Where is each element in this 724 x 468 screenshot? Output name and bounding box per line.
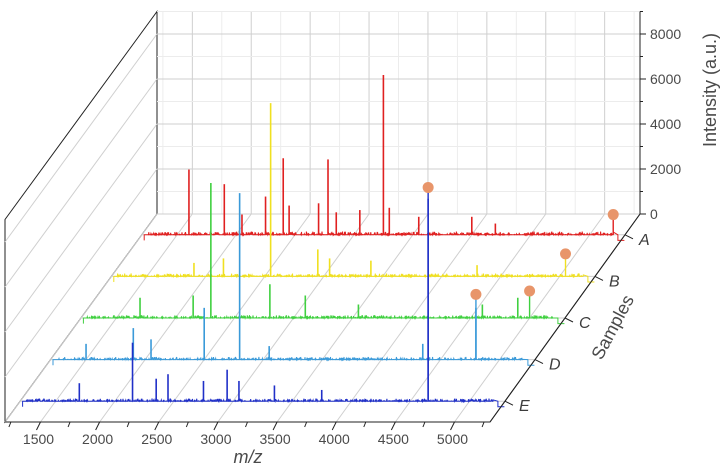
x-tick-minor: [8, 421, 12, 428]
marker-point-E: [422, 181, 434, 193]
z-tick: [564, 317, 574, 323]
x-tick-minor: [126, 421, 130, 428]
sample-label-C: C: [579, 315, 591, 332]
x-tick-major: [331, 421, 337, 431]
x-tick-minor: [245, 421, 248, 428]
y-tick-label: 4000: [650, 116, 681, 132]
left-grid-y: [4, 33, 158, 243]
x-tick-label: 3500: [259, 431, 290, 447]
x-tick-label: 3000: [200, 431, 231, 447]
sample-label-E: E: [519, 398, 530, 415]
y-axis-title: Intensity (a.u.): [700, 33, 720, 147]
x-tick-minor: [67, 421, 71, 428]
x-tick-minor: [304, 421, 308, 428]
left-grid-y: [4, 78, 158, 288]
z-tick: [624, 234, 634, 240]
marker-point-B: [560, 248, 572, 260]
chart-panels: [4, 9, 641, 424]
marker-point-A: [607, 209, 619, 221]
sample-label-A: A: [638, 232, 650, 249]
chart-axes: [5, 11, 646, 431]
x-tick-major: [272, 421, 278, 431]
z-tick: [594, 275, 604, 281]
x-tick-major: [213, 421, 219, 431]
z-tick: [534, 359, 544, 365]
chart-series: [22, 75, 625, 408]
x-tick-major: [36, 421, 41, 431]
x-tick-label: 2000: [82, 431, 113, 447]
x-tick-minor: [185, 421, 189, 428]
sample-label-B: B: [609, 273, 620, 290]
x-tick-label: 5000: [437, 431, 468, 447]
x-tick-label: 4500: [378, 431, 409, 447]
y-tick-label: 0: [650, 206, 658, 222]
x-tick-label: 1500: [23, 431, 54, 447]
z-axis-title: Samples: [587, 292, 638, 363]
series-line-E: [22, 397, 505, 408]
marker-point-C: [524, 285, 536, 297]
x-tick-minor: [363, 421, 367, 428]
series-D: [52, 193, 535, 366]
series-E: [22, 181, 505, 408]
series-A: [143, 75, 625, 241]
y-tick-label: 2000: [650, 161, 681, 177]
sample-label-D: D: [549, 357, 561, 374]
y-tick-label: 8000: [650, 26, 681, 42]
marker-point-D: [470, 288, 482, 300]
x-tick-major: [95, 421, 101, 431]
x-tick-label: 4000: [319, 431, 350, 447]
left-grid-y: [4, 168, 158, 378]
series-B: [113, 103, 595, 283]
x-tick-major: [390, 421, 396, 431]
x-tick-major: [450, 421, 455, 431]
x-axis-title: m/z: [234, 447, 263, 467]
x-tick-minor: [481, 421, 485, 428]
x-tick-major: [154, 421, 160, 431]
y-tick-label: 6000: [650, 71, 681, 87]
left-grid-y: [4, 123, 158, 333]
x-tick-minor: [422, 421, 426, 428]
x-tick-label: 2500: [141, 431, 172, 447]
z-tick: [504, 400, 514, 406]
